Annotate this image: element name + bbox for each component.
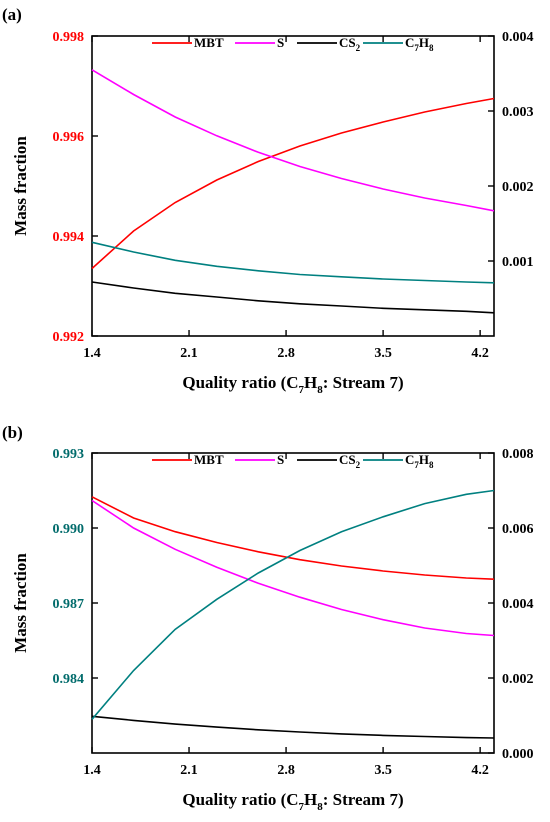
series-line-cs2	[91, 715, 495, 739]
y-left-tick-label: 0.998	[53, 30, 85, 45]
panel-label: (a)	[2, 5, 22, 24]
x-tick-label: 1.4	[83, 346, 101, 361]
legend-label: MBT	[194, 452, 224, 467]
x-tick-label: 4.2	[471, 346, 489, 361]
legend-label: S	[277, 35, 284, 50]
series-line-mbt	[91, 97, 495, 270]
y-axis-label: Mass fraction	[11, 553, 30, 653]
series-line-s	[91, 499, 495, 637]
y-left-tick-label: 0.990	[53, 522, 85, 537]
x-tick-label: 3.5	[374, 346, 392, 361]
y-right-tick-label: 0.001	[502, 255, 534, 270]
legend-label: C7H8	[405, 452, 434, 470]
x-tick-label: 2.8	[277, 763, 295, 778]
legend-label: CS2	[339, 35, 361, 53]
y-left-tick-label: 0.996	[53, 130, 85, 145]
y-right-tick-label: 0.008	[502, 447, 534, 462]
x-tick-label: 2.8	[277, 346, 295, 361]
x-tick-label: 2.1	[180, 346, 198, 361]
series-line-cs2	[91, 281, 495, 314]
y-left-tick-label: 0.993	[53, 447, 85, 462]
chart-panel-2: (b) 1.4 2.1 2.8 3.5 4.2 0.984 0.987 0.990 0.993 0.…	[2, 423, 534, 813]
y-right-tick-label: 0.003	[502, 105, 534, 120]
x-tick-label: 4.2	[471, 763, 489, 778]
y-left-tick-label: 0.987	[53, 597, 85, 612]
x-tick-label: 2.1	[180, 763, 198, 778]
series-line-c7h8	[91, 489, 495, 720]
y-left-tick-label: 0.992	[53, 330, 85, 345]
y-right-tick-label: 0.002	[502, 672, 534, 687]
y-left-tick-label: 0.984	[53, 672, 85, 687]
y-right-tick-label: 0.000	[502, 747, 534, 762]
x-axis-label: Quality ratio (C7H8: Stream 7)	[182, 790, 403, 813]
y-axis-label: Mass fraction	[11, 136, 30, 236]
legend-label: CS2	[339, 452, 361, 470]
x-axis-label: Quality ratio (C7H8: Stream 7)	[182, 373, 403, 396]
legend-label: S	[277, 452, 284, 467]
legend-label: MBT	[194, 35, 224, 50]
series-line-s	[91, 69, 495, 212]
chart-panel-1: (a) 1.4 2.1 2.8 3.5 4.2 0.992 0.994 0.996 0.998 0.…	[2, 5, 534, 396]
series-line-mbt	[91, 496, 495, 580]
y-right-tick-label: 0.002	[502, 180, 534, 195]
panel-label: (b)	[2, 423, 23, 442]
x-tick-label: 1.4	[83, 763, 101, 778]
series-line-c7h8	[91, 241, 495, 284]
plot-frame	[91, 452, 495, 754]
y-left-tick-label: 0.994	[53, 230, 85, 245]
y-right-tick-label: 0.004	[502, 30, 534, 45]
y-right-tick-label: 0.006	[502, 522, 534, 537]
legend-label: C7H8	[405, 35, 434, 53]
y-right-tick-label: 0.004	[502, 597, 534, 612]
x-tick-label: 3.5	[374, 763, 392, 778]
